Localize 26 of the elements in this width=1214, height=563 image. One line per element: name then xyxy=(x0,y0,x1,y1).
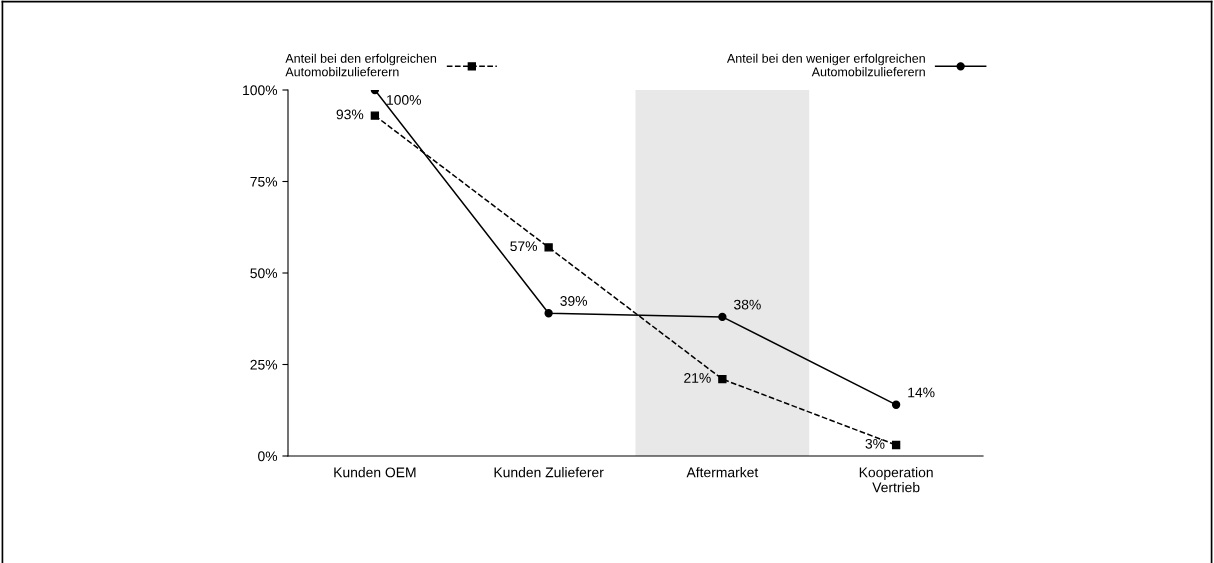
data-label: 38% xyxy=(734,299,761,310)
y-tick-label: 50% xyxy=(250,268,278,279)
point xyxy=(891,400,901,409)
legend-label: Anteil bei den weniger erfolgreichen Automobilzulieferern xyxy=(726,53,925,77)
point xyxy=(544,243,553,252)
data-label: 57% xyxy=(510,241,538,252)
x-tick-label: Kunden OEM xyxy=(334,467,416,478)
x-tick-label: Kooperation Vertrieb xyxy=(859,467,933,493)
x-tick-label: Kunden Zulieferer xyxy=(494,467,604,478)
y-tick-label: 25% xyxy=(250,359,278,370)
point xyxy=(891,440,901,450)
y-tick-label: 75% xyxy=(250,176,278,187)
point xyxy=(370,111,380,120)
y-tick-label: 0% xyxy=(258,451,278,462)
legend-label: Anteil bei den erfolgreichen Automobilzulieferern xyxy=(285,53,437,77)
data-label: 93% xyxy=(336,109,364,120)
x-tick-label: Aftermarket xyxy=(686,467,759,478)
data-label: 21% xyxy=(684,373,711,383)
point xyxy=(718,312,727,322)
point xyxy=(718,374,727,384)
data-label: 100% xyxy=(387,95,422,105)
data-label: 39% xyxy=(560,296,588,306)
data-label: 14% xyxy=(908,387,935,398)
y-tick-label: 100% xyxy=(243,85,278,96)
point xyxy=(544,309,553,318)
data-label: 3% xyxy=(865,438,885,449)
